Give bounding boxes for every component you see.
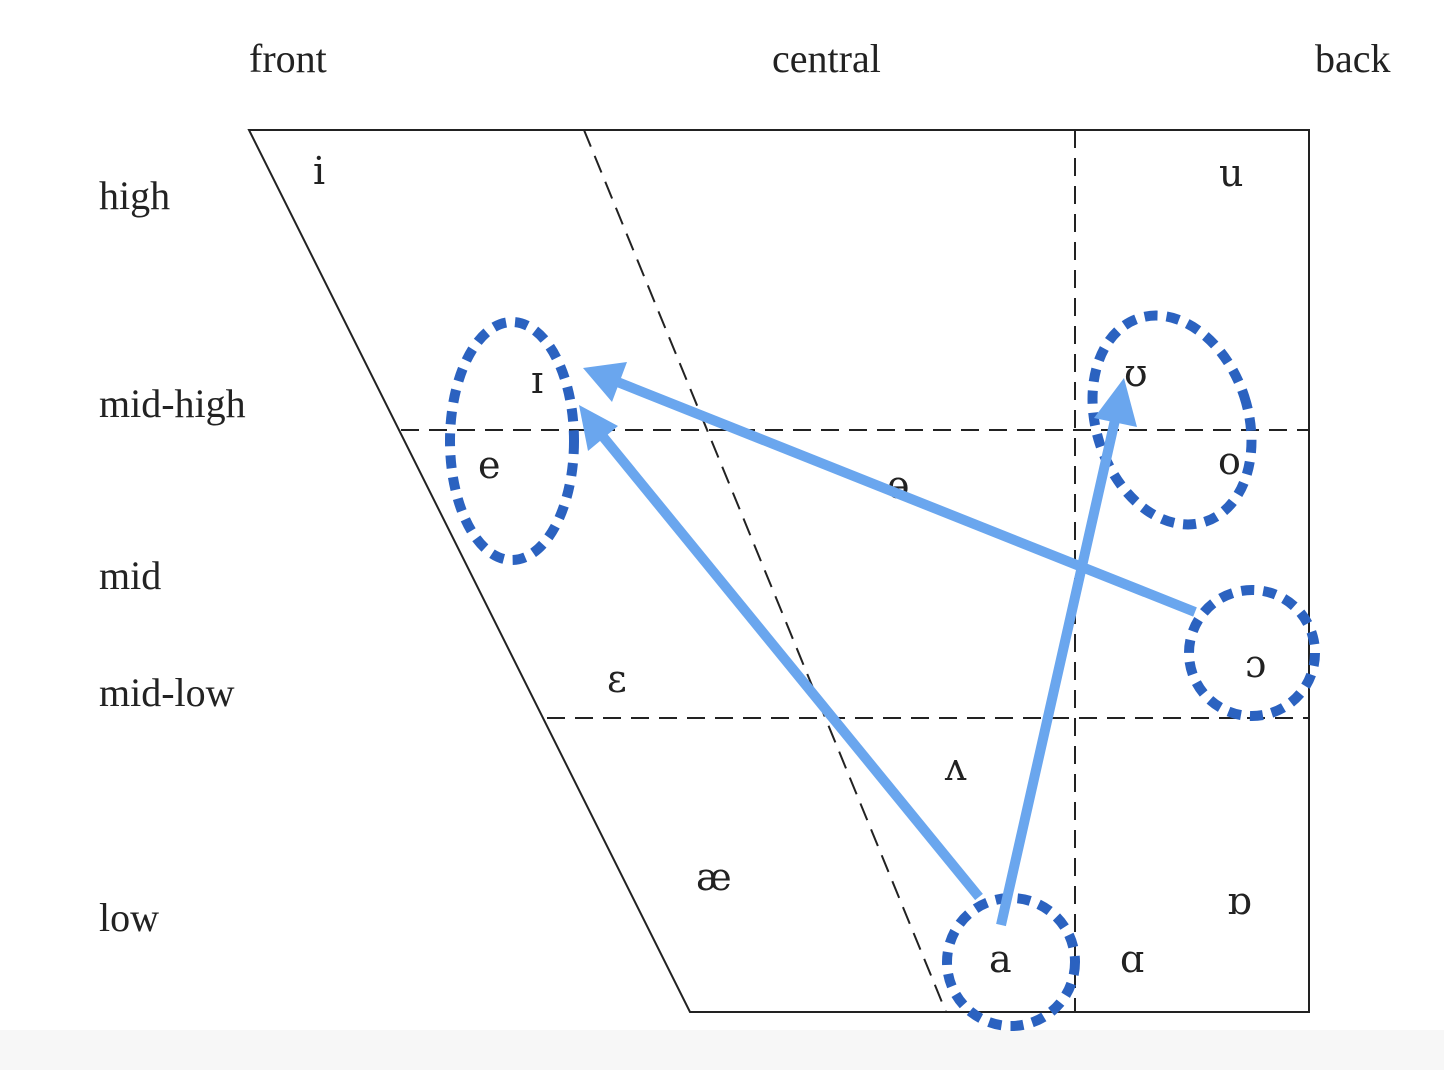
ring-low-a <box>942 893 1080 1031</box>
row-label-mid-low: mid-low <box>99 670 235 715</box>
row-label-mid: mid <box>99 553 161 598</box>
vowel-turned-alpha: ɒ <box>1227 879 1251 923</box>
vowel-u: u <box>1219 151 1243 195</box>
footer-band <box>0 1030 1444 1070</box>
column-label-central: central <box>772 36 881 81</box>
shift-arrows <box>579 362 1197 927</box>
vowel-open-mid-back: ɔ <box>1245 642 1266 686</box>
arrow-back-to-front-shaft <box>608 374 1197 617</box>
row-label-high: high <box>99 173 170 218</box>
vowel-open-mid-front: ɛ <box>607 657 627 701</box>
vowel-ash: æ <box>696 855 732 899</box>
vowel-a: a <box>989 937 1012 981</box>
vowel-o: o <box>1218 439 1241 483</box>
arrow-low-to-back-head <box>1094 378 1137 427</box>
highlight-rings <box>445 310 1320 1031</box>
central-boundary-dashed <box>583 129 947 1013</box>
row-label-low: low <box>99 895 159 940</box>
ring-open-mid-back <box>1184 585 1320 721</box>
vowel-alpha: ɑ <box>1120 937 1144 981</box>
row-label-mid-high: mid-high <box>99 381 246 426</box>
column-label-back: back <box>1315 36 1391 81</box>
vowel-wedge: ʌ <box>944 745 967 789</box>
arrow-low-to-front-shaft <box>596 429 983 901</box>
column-label-front: front <box>249 36 327 81</box>
vowel-e: e <box>478 443 501 487</box>
vowel-trapezoid <box>247 129 1310 1013</box>
vowel-near-close-front: ɪ <box>531 358 543 402</box>
ring-back-mid <box>1087 310 1257 530</box>
arrow-back-to-front-head <box>583 362 627 402</box>
vowel-near-close-back: ʊ <box>1124 351 1148 395</box>
vowel-i: i <box>313 149 325 193</box>
arrow-low-to-back-shaft <box>996 418 1120 927</box>
arrow-low-to-front-head <box>579 405 618 451</box>
ring-front-mid <box>445 317 579 565</box>
